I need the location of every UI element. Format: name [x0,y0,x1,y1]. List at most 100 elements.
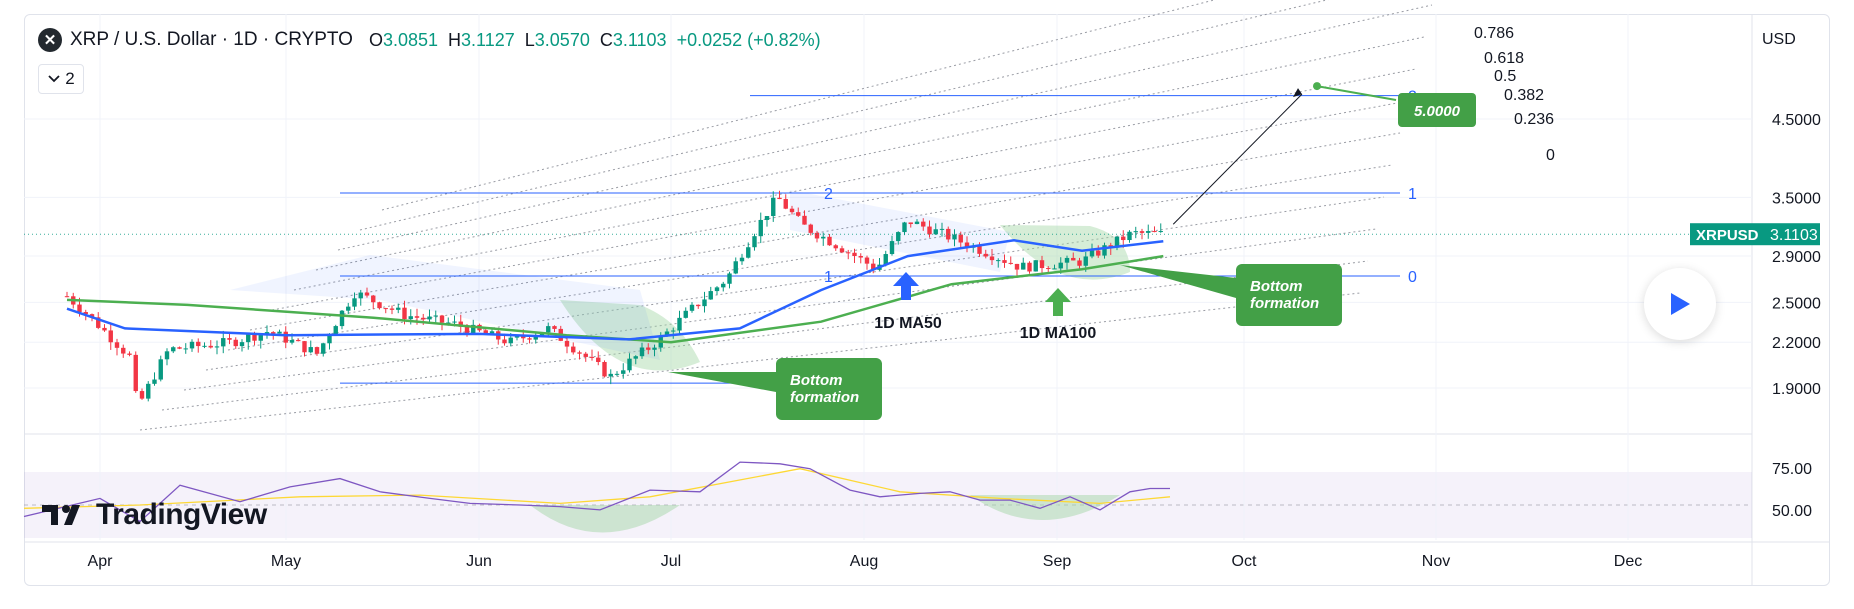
rsi-bottom-shade [970,495,1120,520]
candle-body [977,245,982,254]
chart-frame [24,14,1830,586]
candle [314,346,320,356]
pitchfan-line [205,196,1385,371]
callout-pointer [1120,265,1236,298]
candle-body [102,327,107,331]
candle [302,340,307,357]
candle-body [1133,231,1138,233]
candle [689,302,695,313]
candle-body [1071,257,1076,261]
candle [752,233,757,251]
candle-body [1002,260,1007,263]
ma100-arrow-icon [1045,288,1071,316]
candle [552,325,557,333]
candle-body [1052,268,1057,270]
candle-body [146,383,151,399]
price-tag-box [1690,223,1820,246]
candle-body [983,253,988,257]
candle-body [196,341,201,347]
candle-body [446,322,451,324]
indicators-toggle-button[interactable]: 2 [38,64,84,94]
candle-body [283,331,288,343]
candle-body [596,357,601,362]
candle [458,314,463,333]
ohlc-values: O3.0851 H3.1127 L3.0570 C3.1103 +0.0252 … [368,29,821,50]
candle [939,222,945,237]
candle [533,332,538,344]
callout-pointer [668,372,776,392]
rsi-bottom-shade [530,505,680,533]
candle-body [789,208,795,213]
candle-body [521,336,526,339]
candle-body [396,307,401,310]
candle [571,342,576,355]
candle [127,351,132,357]
candle-body [502,339,507,344]
candle-body [739,257,745,262]
candle-body [958,234,963,243]
candle-body [839,248,845,253]
candle [214,340,220,355]
candle [1146,224,1151,239]
candle [1158,223,1163,233]
candle-body [721,283,726,288]
time-tick-label: Nov [1422,553,1450,570]
candle-body [933,229,938,235]
price-tag-value: 3.1103 [1770,227,1818,244]
candle-body [483,330,488,334]
candle-body [314,347,320,354]
candle-body [664,331,670,337]
candle [746,242,751,259]
candle [108,323,113,350]
candle-body [777,197,782,200]
candle [1008,256,1013,265]
symbol-title[interactable]: XRP / U.S. Dollar · 1D · CRYPTO [70,29,353,50]
candle-body [771,197,776,217]
candle [133,351,138,393]
candle [821,232,826,246]
candle-body [708,291,713,300]
candle [839,245,845,254]
candle [596,351,601,366]
candle-body [589,356,595,358]
symbol-header[interactable]: ✕ XRP / U.S. Dollar · 1D · CRYPTO O3.085… [38,28,821,52]
target-label-text: 5.0000 [1414,103,1461,120]
candle [1002,254,1007,268]
candle [146,381,151,402]
currency-button[interactable]: USD [1762,31,1796,48]
candle [308,340,313,354]
candle [833,244,838,251]
candle-body [533,335,538,340]
price-tick-label: 2.9000 [1772,249,1821,266]
close-value: 3.1103 [612,29,667,50]
candle [608,369,613,385]
candle-body [871,263,876,270]
candle [771,191,776,222]
ma100-annotation: 1D MA100 [1020,325,1097,342]
candle-body [1039,260,1045,269]
candle [1096,245,1101,258]
candle [989,248,995,266]
callout-box [776,358,882,420]
candle-body [414,316,420,318]
change-value: +0.0252 (+0.82%) [676,29,821,50]
candle-body [908,222,913,225]
replay-play-button[interactable] [1644,268,1716,340]
candle-body [464,326,470,334]
callout-text-line: Bottom [1250,278,1303,295]
time-tick-label: May [271,553,301,570]
candle [121,344,126,358]
candle [189,339,195,352]
candle [158,355,163,382]
pitchfan-level-label: 0.618 [1484,50,1524,67]
candle [439,314,445,331]
candle [64,291,70,298]
candle-body [296,340,301,342]
candle-body [1152,231,1157,233]
candle-body [189,341,195,349]
pitchfan-line [359,0,1329,231]
candle-body [108,330,113,343]
candle [371,294,376,310]
